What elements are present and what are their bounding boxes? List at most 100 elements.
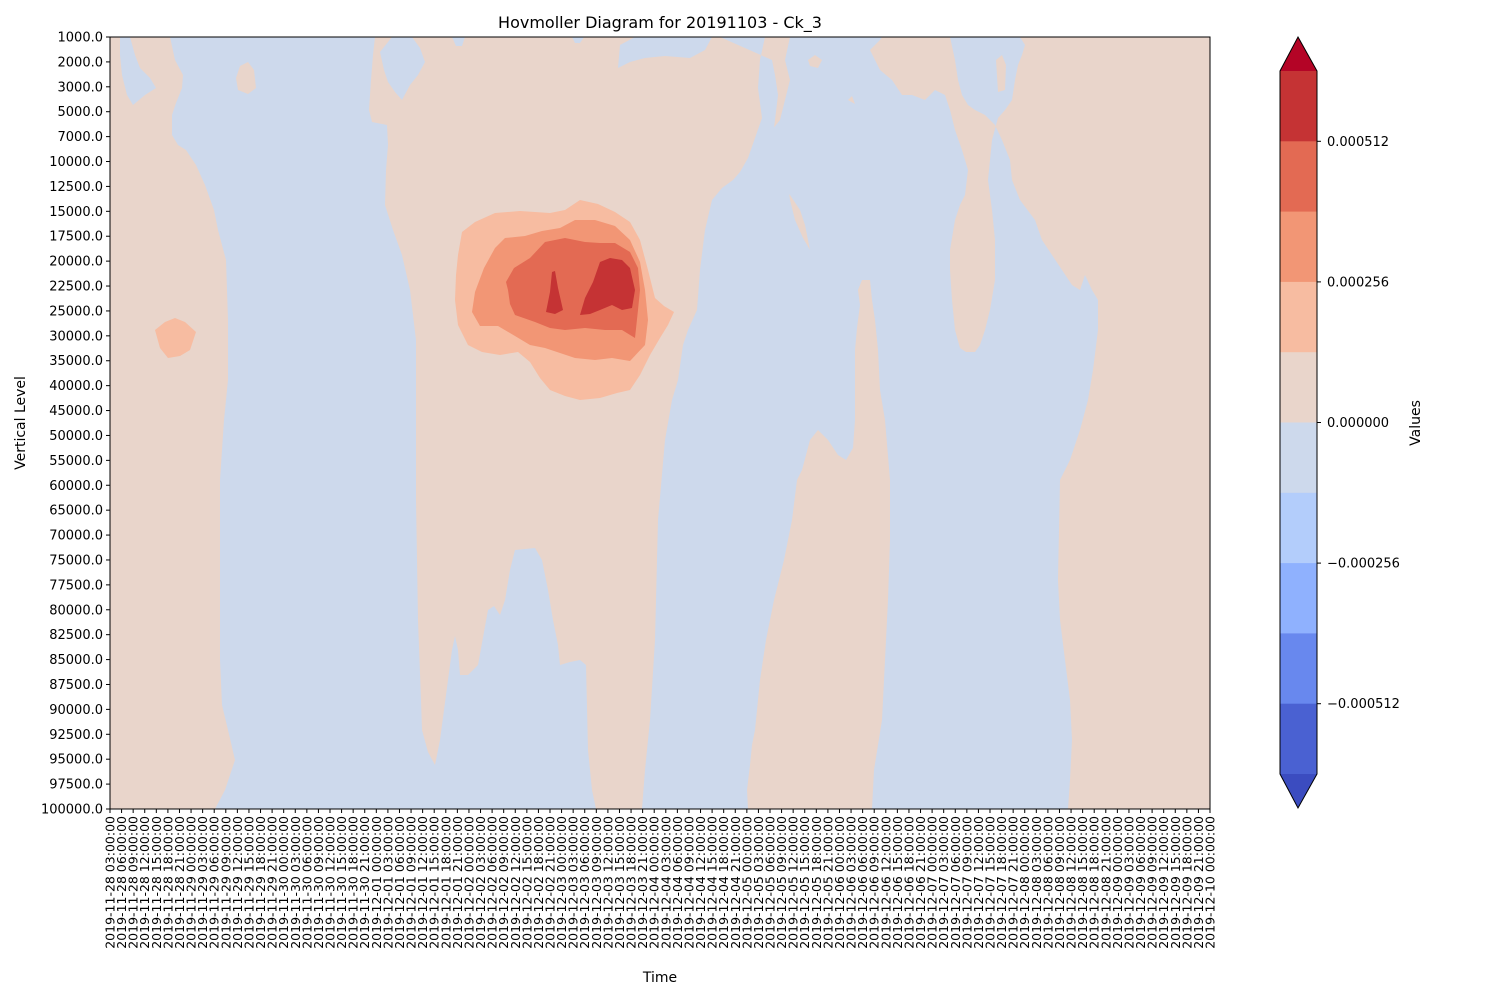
contour-pos-small-2 [808, 55, 822, 68]
x-tick-label: 2019-12-08 18:00:00 [1087, 816, 1102, 949]
x-tick-label: 2019-12-06 09:00:00 [867, 816, 882, 949]
x-tick-label: 2019-12-06 06:00:00 [855, 816, 870, 949]
x-tick-label: 2019-12-01 21:00:00 [450, 816, 465, 949]
x-tick-label: 2019-11-30 06:00:00 [299, 816, 314, 949]
x-tick-label: 2019-12-08 15:00:00 [1075, 816, 1090, 949]
x-tick-label: 2019-11-30 12:00:00 [323, 816, 338, 949]
y-tick-label: 50000.0 [49, 429, 103, 444]
x-tick-label: 2019-12-04 03:00:00 [658, 816, 673, 949]
x-tick-label: 2019-11-30 03:00:00 [288, 816, 303, 949]
contour-max-pos-core-2 [580, 258, 635, 315]
contour-weak-pos-left [155, 318, 196, 358]
x-tick-label: 2019-12-09 15:00:00 [1168, 816, 1183, 949]
x-tick-label: 2019-11-28 12:00:00 [137, 816, 152, 949]
x-tick-label: 2019-12-08 03:00:00 [1029, 816, 1044, 949]
y-tick-label: 82500.0 [49, 628, 103, 643]
x-tick-label: 2019-11-28 18:00:00 [160, 816, 175, 949]
plot-frame [109, 36, 1211, 810]
x-tick-label: 2019-11-28 06:00:00 [114, 816, 129, 949]
contour-pos-small-1 [236, 62, 256, 94]
y-tick-label: 10000.0 [49, 155, 103, 170]
y-tick-label: 65000.0 [49, 504, 103, 519]
x-tick-label: 2019-12-03 12:00:00 [600, 816, 615, 949]
colorbar-band [1280, 211, 1317, 283]
x-tick-label: 2019-12-03 15:00:00 [612, 816, 627, 949]
x-axis-label: Time [642, 970, 677, 986]
x-tick-label: 2019-11-28 09:00:00 [126, 816, 141, 949]
y-tick-label: 15000.0 [49, 205, 103, 220]
x-tick-label: 2019-12-03 00:00:00 [554, 816, 569, 949]
y-tick-label: 22500.0 [49, 280, 103, 295]
colorbar-tick-label: 0.000256 [1327, 275, 1389, 290]
y-tick-label: 55000.0 [49, 454, 103, 469]
x-tick-label: 2019-12-01 15:00:00 [427, 816, 442, 949]
x-tick-label: 2019-12-07 12:00:00 [971, 816, 986, 949]
colorbar-tick-label: −0.000512 [1327, 697, 1400, 712]
x-tick-label: 2019-12-06 21:00:00 [913, 816, 928, 949]
y-tick-label: 87500.0 [49, 678, 103, 693]
x-tick-label: 2019-12-01 00:00:00 [369, 816, 384, 949]
x-tick-label: 2019-11-29 06:00:00 [207, 816, 222, 949]
x-tick-label: 2019-12-08 00:00:00 [1017, 816, 1032, 949]
chart-title: Hovmoller Diagram for 20191103 - Ck_3 [498, 13, 822, 33]
x-tick-label: 2019-12-02 06:00:00 [485, 816, 500, 949]
x-tick-label: 2019-12-04 15:00:00 [705, 816, 720, 949]
x-tick-label: 2019-11-30 18:00:00 [346, 816, 361, 949]
x-tick-label: 2019-12-02 18:00:00 [531, 816, 546, 949]
x-tick-label: 2019-11-28 21:00:00 [172, 816, 187, 949]
x-tick-label: 2019-11-29 21:00:00 [265, 816, 280, 949]
contour-neg-band-2 [642, 37, 1098, 809]
x-tick-label: 2019-12-09 06:00:00 [1133, 816, 1148, 949]
colorbar-band [1280, 703, 1317, 775]
colorbar-outline [1279, 35, 1318, 810]
colorbar-band [1280, 352, 1317, 423]
x-tick-label: 2019-11-29 03:00:00 [195, 816, 210, 949]
x-tick-label: 2019-11-28 03:00:00 [103, 816, 118, 949]
contour-neg-top-4 [572, 37, 584, 43]
x-tick-label: 2019-12-05 15:00:00 [797, 816, 812, 949]
x-tick-label: 2019-12-01 18:00:00 [438, 816, 453, 949]
y-tick-label: 60000.0 [49, 479, 103, 494]
x-tick-label: 2019-12-09 18:00:00 [1179, 816, 1194, 949]
y-tick-label: 45000.0 [49, 404, 103, 419]
x-tick-label: 2019-12-09 09:00:00 [1145, 816, 1160, 949]
colorbar-tick-label: 0.000000 [1327, 416, 1389, 431]
y-tick-label: 35000.0 [49, 354, 103, 369]
y-tick-label: 17500.0 [49, 230, 103, 245]
x-tick-label: 2019-12-02 03:00:00 [473, 816, 488, 949]
x-tick-label: 2019-12-01 06:00:00 [392, 816, 407, 949]
x-tick-label: 2019-12-10 00:00:00 [1203, 816, 1218, 949]
contour-neg-band-1 [170, 37, 596, 809]
x-tick-label: 2019-12-01 12:00:00 [415, 816, 430, 949]
contour-pos-small-3 [848, 96, 855, 104]
colorbar-tick-label: −0.000256 [1327, 557, 1400, 572]
x-tick-label: 2019-12-03 21:00:00 [635, 816, 650, 949]
x-tick-label: 2019-12-05 03:00:00 [751, 816, 766, 949]
x-tick-label: 2019-12-05 06:00:00 [763, 816, 778, 949]
x-tick-label: 2019-12-04 06:00:00 [670, 816, 685, 949]
y-tick-label: 92500.0 [49, 728, 103, 743]
x-tick-label: 2019-12-04 21:00:00 [728, 816, 743, 949]
y-tick-label: 3000.0 [58, 80, 104, 95]
x-tick-label: 2019-12-08 21:00:00 [1098, 816, 1113, 949]
x-tick-label: 2019-12-02 12:00:00 [508, 816, 523, 949]
x-tick-label: 2019-12-02 00:00:00 [461, 816, 476, 949]
colorbar-band [1280, 281, 1317, 353]
x-tick-label: 2019-12-01 09:00:00 [404, 816, 419, 949]
x-tick-label: 2019-11-29 00:00:00 [184, 816, 199, 949]
y-tick-label: 30000.0 [49, 329, 103, 344]
x-tick-label: 2019-12-08 09:00:00 [1052, 816, 1067, 949]
colorbar-band [1280, 71, 1317, 142]
x-tick-label: 2019-12-05 09:00:00 [774, 816, 789, 949]
x-tick-label: 2019-11-30 21:00:00 [357, 816, 372, 949]
x-tick-label: 2019-12-06 03:00:00 [844, 816, 859, 949]
x-tick-label: 2019-12-06 15:00:00 [890, 816, 905, 949]
y-tick-label: 5000.0 [58, 105, 104, 120]
x-tick-label: 2019-11-28 15:00:00 [149, 816, 164, 949]
colorbar-band [1280, 563, 1317, 634]
colorbar-extend-max [1280, 37, 1317, 71]
colorbar-band [1280, 141, 1317, 213]
x-tick-label: 2019-12-08 06:00:00 [1040, 816, 1055, 949]
